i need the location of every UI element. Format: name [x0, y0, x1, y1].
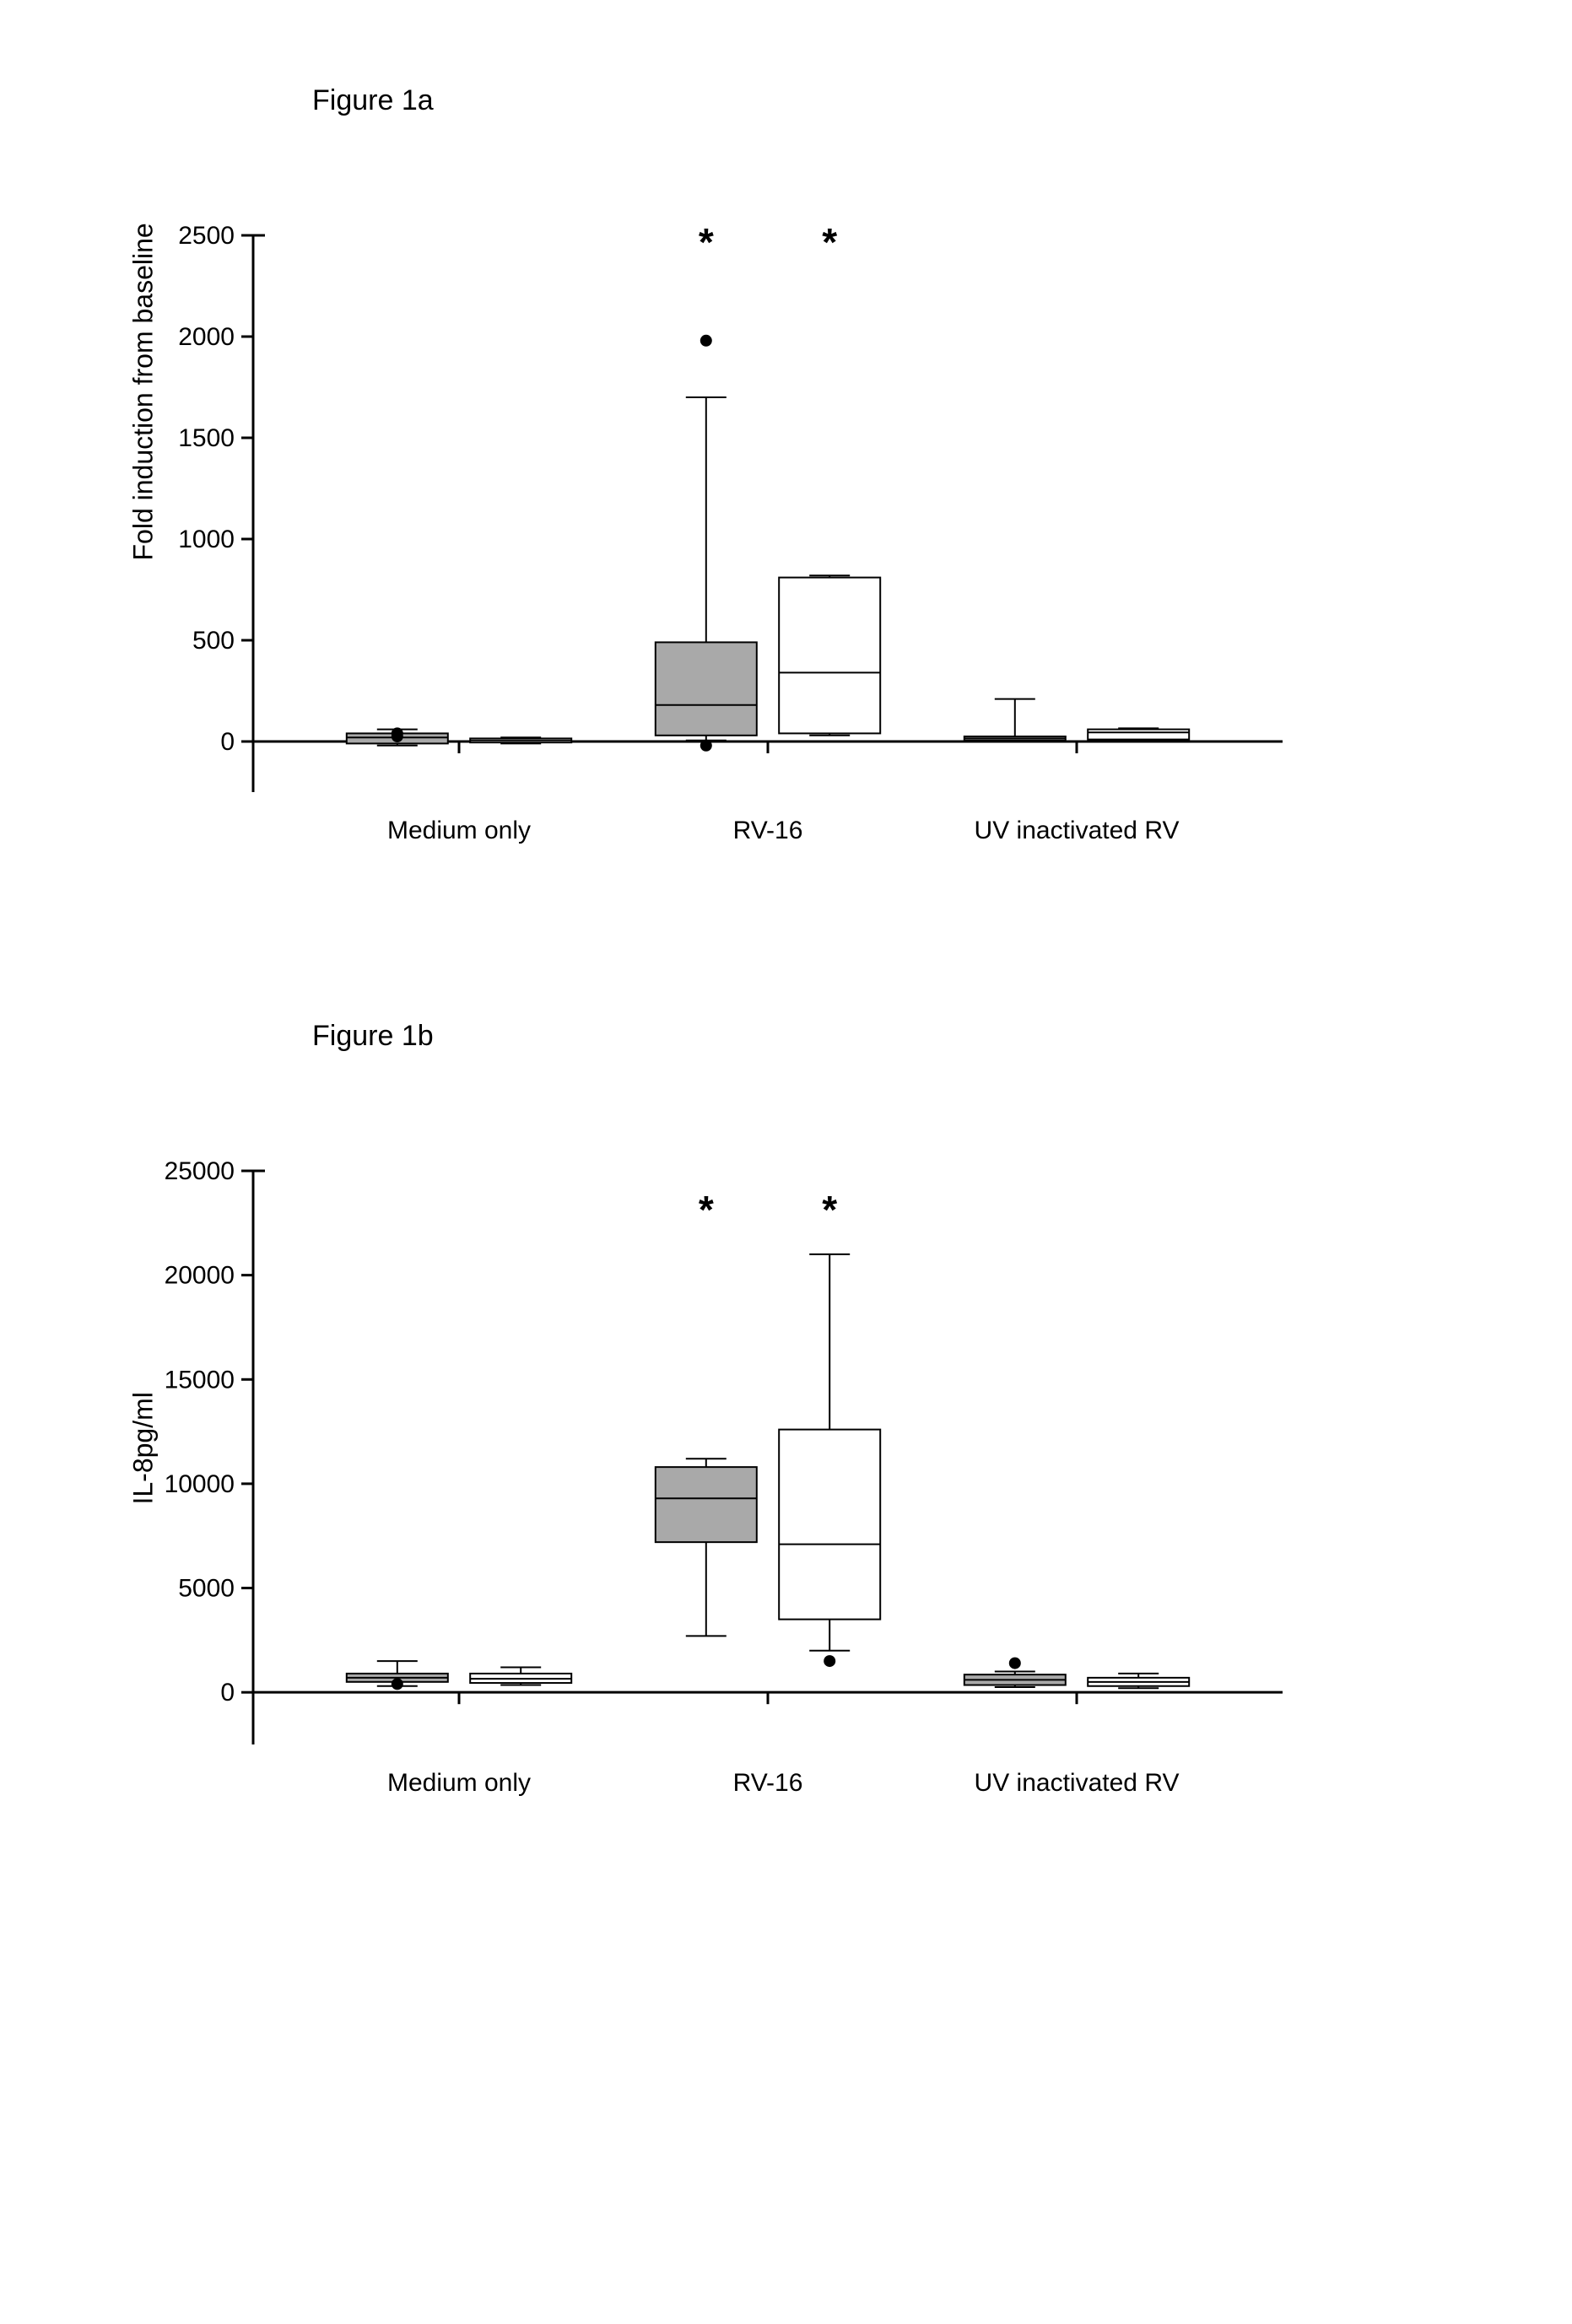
significance-marker: * — [699, 1188, 714, 1232]
y-axis-label: IL-8pg/ml — [128, 1470, 159, 1504]
y-tick-label: 1500 — [178, 424, 235, 452]
y-tick-label: 20000 — [165, 1262, 235, 1290]
y-tick-label: 0 — [220, 1679, 235, 1707]
y-tick-label: 2000 — [178, 323, 235, 351]
y-axis-label: Fold induction from baseline — [128, 526, 159, 560]
outlier-point — [824, 1655, 835, 1667]
outlier-point — [700, 335, 712, 347]
y-tick-label: 25000 — [165, 1157, 235, 1185]
boxplot-svg: 0 500 1000 1500 2000 2500 Medium only RV-16 UV i… — [160, 218, 1316, 868]
y-tick-label: 2500 — [178, 222, 235, 250]
y-tick-label: 1000 — [178, 526, 235, 553]
outlier-point — [392, 727, 403, 739]
chart-1: Figure 1b IL-8pg/ml 0 5000 10000 15000 20000 25… — [127, 1020, 1445, 1820]
x-tick-label: Medium only — [387, 1769, 531, 1797]
y-tick-label: 10000 — [165, 1470, 235, 1498]
box — [779, 578, 880, 734]
box — [1088, 730, 1189, 740]
outlier-point — [700, 740, 712, 752]
outlier-point — [1009, 1658, 1021, 1669]
significance-marker: * — [822, 1188, 837, 1232]
boxplot-svg: 0 5000 10000 15000 20000 25000 Medium only RV-1… — [160, 1154, 1316, 1820]
chart-title: Figure 1b — [312, 1020, 1445, 1053]
y-tick-label: 0 — [220, 728, 235, 756]
chart-0: Figure 1a Fold induction from baseline 0 50… — [127, 84, 1445, 868]
x-tick-label: UV inactivated RV — [975, 1769, 1180, 1797]
x-tick-label: RV-16 — [733, 1769, 803, 1797]
y-tick-label: 15000 — [165, 1366, 235, 1394]
chart-title: Figure 1a — [312, 84, 1445, 117]
significance-marker: * — [699, 220, 714, 264]
box — [656, 642, 757, 735]
x-tick-label: RV-16 — [733, 817, 803, 844]
y-tick-label: 500 — [192, 627, 235, 655]
outlier-point — [392, 1678, 403, 1690]
significance-marker: * — [822, 220, 837, 264]
x-tick-label: Medium only — [387, 817, 531, 844]
x-tick-label: UV inactivated RV — [975, 817, 1180, 844]
box — [656, 1467, 757, 1542]
box — [779, 1430, 880, 1620]
y-tick-label: 5000 — [178, 1575, 235, 1603]
